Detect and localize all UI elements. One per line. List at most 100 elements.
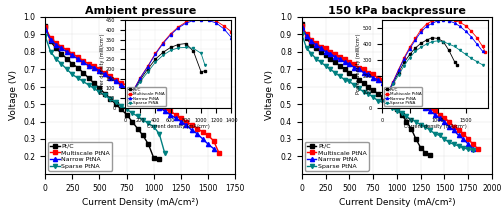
Multiscale PtNA (64, 49, 70, 51)
Narrow PtNA (183, 124, 189, 126)
Pt/C (107, 98, 113, 100)
Multiscale PtNA (107, 75, 113, 78)
Pt/C (350, 75, 356, 78)
Sparse PtNA (322, 64, 328, 67)
Multiscale PtNA (436, 113, 442, 116)
Sparse PtNA (96, 91, 102, 93)
Narrow PtNA (450, 129, 456, 131)
X-axis label: Current Density (mA/cm²): Current Density (mA/cm²) (338, 198, 454, 207)
Pt/C (417, 146, 423, 149)
Pt/C (134, 127, 140, 130)
Multiscale PtNA (156, 103, 162, 105)
Sparse PtNA (64, 68, 70, 71)
Narrow PtNA (440, 120, 446, 123)
Pt/C (150, 157, 156, 159)
Pt/C (336, 64, 342, 67)
Multiscale PtNA (199, 131, 205, 133)
Pt/C (145, 143, 151, 145)
Narrow PtNA (69, 54, 75, 57)
Multiscale PtNA (308, 38, 314, 41)
Multiscale PtNA (384, 82, 390, 84)
Pt/C (379, 96, 385, 98)
Pt/C (317, 50, 323, 53)
Pt/C (64, 57, 70, 60)
Sparse PtNA (426, 129, 432, 131)
Pt/C (123, 113, 129, 116)
Narrow PtNA (129, 91, 135, 93)
Narrow PtNA (91, 66, 97, 69)
Sparse PtNA (346, 80, 352, 83)
Narrow PtNA (199, 138, 205, 140)
Narrow PtNA (172, 117, 178, 119)
Narrow PtNA (403, 94, 409, 97)
Sparse PtNA (80, 80, 86, 83)
Narrow PtNA (64, 50, 70, 53)
Narrow PtNA (379, 82, 385, 84)
Narrow PtNA (96, 70, 102, 72)
Multiscale PtNA (123, 84, 129, 86)
Pt/C (140, 134, 146, 137)
Pt/C (80, 71, 86, 74)
Multiscale PtNA (445, 120, 451, 123)
Pt/C (96, 87, 102, 90)
Multiscale PtNA (426, 106, 432, 109)
Narrow PtNA (412, 99, 418, 102)
Pt/C (369, 89, 375, 91)
Multiscale PtNA (48, 37, 54, 39)
Pt/C (398, 113, 404, 116)
Sparse PtNA (42, 35, 48, 37)
Sparse PtNA (388, 106, 394, 109)
Y-axis label: Voltage (V): Voltage (V) (265, 70, 274, 120)
Multiscale PtNA (440, 117, 446, 119)
Narrow PtNA (417, 103, 423, 105)
Sparse PtNA (75, 77, 81, 79)
Multiscale PtNA (322, 47, 328, 50)
Narrow PtNA (341, 61, 347, 64)
Multiscale PtNA (96, 68, 102, 71)
Sparse PtNA (459, 146, 465, 149)
Multiscale PtNA (469, 143, 475, 145)
Narrow PtNA (194, 132, 200, 135)
Multiscale PtNA (350, 63, 356, 65)
Pt/C (374, 92, 380, 95)
Multiscale PtNA (140, 94, 146, 97)
Narrow PtNA (167, 113, 173, 116)
Pt/C (129, 120, 135, 123)
Pt/C (69, 63, 75, 65)
Sparse PtNA (327, 68, 333, 71)
Sparse PtNA (145, 122, 151, 125)
Multiscale PtNA (421, 103, 427, 105)
Multiscale PtNA (332, 52, 338, 55)
Sparse PtNA (298, 33, 304, 36)
Pt/C (298, 23, 304, 25)
Multiscale PtNA (172, 113, 178, 116)
Narrow PtNA (374, 78, 380, 81)
Sparse PtNA (91, 87, 97, 90)
Narrow PtNA (113, 80, 119, 83)
Sparse PtNA (350, 84, 356, 86)
Multiscale PtNA (327, 50, 333, 53)
Multiscale PtNA (150, 99, 156, 102)
Multiscale PtNA (58, 45, 64, 48)
Narrow PtNA (327, 52, 333, 55)
Multiscale PtNA (450, 126, 456, 128)
Multiscale PtNA (86, 63, 92, 65)
Pt/C (118, 108, 124, 111)
Narrow PtNA (118, 84, 124, 86)
Pt/C (393, 108, 399, 111)
Narrow PtNA (58, 47, 64, 50)
Sparse PtNA (53, 57, 59, 60)
Multiscale PtNA (145, 98, 151, 100)
Narrow PtNA (188, 129, 194, 131)
Sparse PtNA (303, 47, 309, 50)
Pt/C (42, 24, 48, 27)
Sparse PtNA (134, 115, 140, 118)
Sparse PtNA (369, 96, 375, 98)
Narrow PtNA (107, 77, 113, 79)
Multiscale PtNA (80, 59, 86, 62)
Sparse PtNA (48, 50, 54, 53)
Multiscale PtNA (474, 147, 480, 150)
Sparse PtNA (58, 63, 64, 65)
Sparse PtNA (150, 126, 156, 128)
Sparse PtNA (398, 112, 404, 114)
